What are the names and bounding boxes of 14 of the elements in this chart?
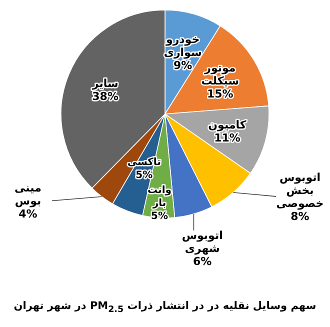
- slice-label: مینی بوس: [14, 182, 42, 208]
- data-label: 11%: [214, 131, 240, 144]
- data-label: 8%: [290, 210, 310, 223]
- slice-label: وانت بار: [148, 185, 172, 210]
- data-label: 38%: [92, 90, 119, 104]
- data-label: 9%: [173, 59, 192, 72]
- slice-label: کامیون: [208, 118, 247, 132]
- slice-label: اتوبوس شهری: [182, 229, 223, 255]
- slice-label: اتوبوس بخش خصوصی: [276, 170, 324, 210]
- slice-label: سایر: [91, 77, 118, 90]
- slice-label: موتور سیکلت: [201, 62, 240, 88]
- data-label: 4%: [18, 208, 38, 221]
- data-label: 15%: [206, 88, 234, 101]
- data-label: 6%: [193, 255, 212, 268]
